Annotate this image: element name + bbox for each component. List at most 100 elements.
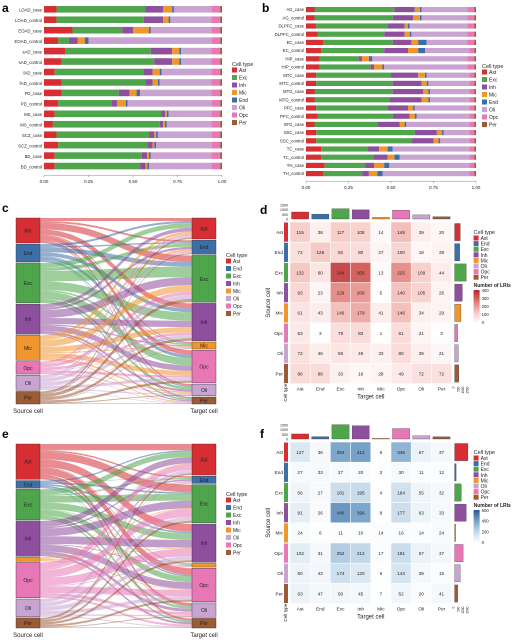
y-axis-title: Source cell [266, 288, 272, 318]
row-color-end [284, 242, 288, 262]
target-node-label: End [200, 478, 209, 484]
target-node-inh [191, 303, 217, 341]
legend-label-per: Per [489, 123, 497, 129]
side-bar-inh [454, 503, 467, 522]
colorbar-step [473, 530, 480, 533]
bar-segment-mic [368, 171, 378, 177]
bar-segment-end [438, 138, 441, 144]
legend-title: Cell type [482, 64, 503, 70]
category-label: PFC_case [284, 106, 305, 111]
flow-exc-to-oli [40, 298, 192, 390]
source-node-label: Opc [23, 578, 33, 584]
legend-label-inh: Inh [233, 282, 240, 288]
target-node-label: Per [200, 398, 208, 404]
legend-swatch-exc [226, 512, 231, 518]
row-color-oli [284, 343, 288, 363]
bar-segment-exc [323, 171, 363, 177]
target-node-ast [191, 217, 217, 240]
category-label: EC_control [283, 48, 304, 53]
row-label: Inh [276, 291, 283, 297]
colorbar-step [473, 307, 480, 309]
bar-segment-exc [56, 16, 144, 24]
sankey-flows [40, 444, 192, 628]
x-tick-label: 0.75 [429, 185, 438, 190]
legend-label-end: End [233, 267, 242, 273]
flow-ast-to-ast [40, 444, 192, 451]
row-color-ast [284, 222, 288, 242]
bar-segment-ast [306, 48, 322, 54]
bar-segment-end [404, 121, 407, 127]
cell-value-label: 6 [380, 571, 383, 576]
category-label: EOAD_control [15, 39, 43, 44]
legend-label-oli: Oli [233, 297, 239, 303]
col-label: Ast [297, 387, 305, 393]
bar-segment-end [418, 48, 425, 54]
colorbar-tick: 600 [482, 508, 490, 513]
bar-segment-per [474, 162, 476, 168]
bar-segment-mic [154, 131, 157, 138]
legend-label-oli: Oli [233, 536, 239, 542]
category-label: DLPFC_control [275, 32, 304, 37]
source-node-mic [15, 335, 41, 361]
top-bar-exc [331, 424, 350, 440]
cell-value-label: 43 [318, 571, 324, 576]
side-bar-oli [454, 344, 459, 363]
bar-segment-end [156, 131, 158, 138]
source-node-ast [15, 217, 41, 244]
category-label: EC_case [287, 40, 305, 45]
flow-per-to-opc [40, 599, 192, 627]
flow-per-to-exc [40, 520, 192, 623]
flow-oli-to-exc [40, 294, 192, 383]
bar-segment-mic [423, 89, 429, 95]
cell-value-label: 212 [357, 551, 365, 556]
source-node-oli [15, 375, 41, 391]
legend-label-oli: Oli [489, 108, 495, 114]
flow-exc-to-exc [40, 493, 192, 503]
row-label: Mic [276, 311, 284, 317]
bar-segment-opc [469, 138, 475, 144]
cell-value-label: 108 [357, 230, 365, 235]
bar-segment-exc [58, 141, 148, 149]
flow-opc-to-mic [40, 565, 192, 587]
top-bar-end [311, 213, 330, 220]
source-node-label: Ast [24, 460, 32, 466]
flow-inh-to-ast [40, 227, 192, 308]
legend-label-mic: Mic [489, 93, 497, 99]
flow-ast-to-per [40, 477, 192, 621]
source-node-label: End [24, 482, 33, 488]
source-node-ast [15, 443, 41, 480]
bar-segment-ast [306, 146, 322, 152]
legend-label-per: Per [233, 551, 241, 557]
category-label: PD_control [21, 102, 42, 107]
side-bar-opc [454, 544, 464, 562]
bar-segment-ast [44, 120, 53, 128]
bar-segment-inh [387, 23, 405, 29]
category-label: HIP_case [285, 56, 304, 61]
source-node-label: Oli [25, 606, 31, 612]
bar-segment-inh [387, 105, 408, 111]
side-bar-mic [454, 524, 456, 542]
bar-segment-oli [392, 146, 470, 152]
bar-segment-ast [44, 100, 59, 107]
cell-value-label: 67 [419, 450, 425, 455]
target-node-label: Mic [200, 343, 208, 349]
cell-value-label: 60 [318, 270, 324, 275]
colorbar-title: Number of LRIs [474, 503, 511, 509]
target-node-ast [191, 443, 217, 476]
bar-segment-opc [469, 72, 475, 78]
bar-segment-opc [211, 47, 221, 55]
bar-segment-inh [358, 56, 363, 62]
source-axis-label: Source cell [13, 409, 43, 415]
bar-segment-oli [382, 171, 470, 177]
cell-value-label: 72 [419, 371, 425, 376]
bar-segment-oli [406, 121, 470, 127]
cell-value-label: 19 [358, 371, 364, 376]
bar-segment-end [414, 113, 417, 119]
bar-segment-mic [374, 162, 385, 168]
row-label: End [274, 250, 283, 256]
legend-label-ast: Ast [489, 70, 497, 76]
flow-mic-to-oli [40, 560, 192, 613]
category-label: MS_case [24, 112, 43, 117]
target-node-label: Per [200, 621, 208, 627]
bar-segment-per [220, 16, 222, 24]
